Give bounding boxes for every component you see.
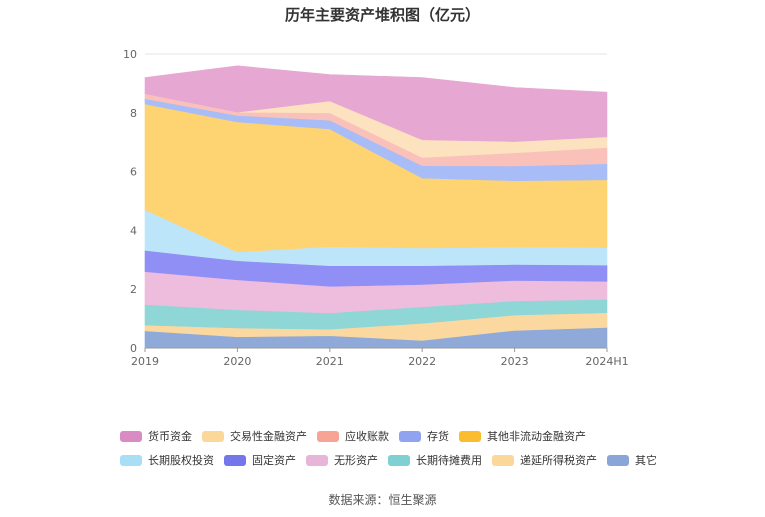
legend-swatch	[492, 454, 514, 466]
legend-swatch	[306, 454, 328, 466]
legend-item[interactable]: 应收账款	[317, 428, 389, 444]
legend-label: 存货	[427, 430, 449, 443]
legend-label: 其它	[635, 454, 657, 467]
legend-label: 交易性金融资产	[230, 430, 307, 443]
y-tick-label: 8	[130, 107, 137, 120]
legend: 货币资金 交易性金融资产 应收账款 存货 其他非流动金融资产 长期股权投资 固定资产 无形资…	[120, 424, 680, 472]
x-tick-label: 2021	[316, 355, 344, 368]
legend-label: 长期待摊费用	[416, 454, 482, 467]
legend-item[interactable]: 其它	[607, 452, 657, 468]
y-tick-label: 4	[130, 224, 137, 237]
y-tick-label: 6	[130, 166, 137, 179]
legend-label: 应收账款	[345, 430, 389, 443]
legend-item[interactable]: 无形资产	[306, 452, 378, 468]
legend-swatch	[459, 430, 481, 442]
data-source: 数据来源：恒生聚源	[328, 493, 437, 507]
legend-swatch	[202, 430, 224, 442]
axes: 0 2 4 6 8 10 2019 2020 2021 2022 2023 2024H1	[123, 48, 629, 368]
legend-item[interactable]: 递延所得税资产	[492, 452, 597, 468]
chart-title: 历年主要资产堆积图（亿元）	[284, 6, 480, 24]
x-tick-label: 2019	[131, 355, 159, 368]
legend-swatch	[120, 454, 142, 466]
legend-label: 递延所得税资产	[520, 454, 597, 467]
stacked-area-chart: 0 2 4 6 8 10 2019 2020 2021 2022 2023 2024H1	[123, 48, 629, 368]
legend-item[interactable]: 固定资产	[224, 452, 296, 468]
area-货币资金	[144, 65, 608, 142]
x-tick-label: 2022	[408, 355, 436, 368]
legend-swatch	[399, 430, 421, 442]
legend-swatch	[388, 454, 410, 466]
x-tick-label: 2024H1	[585, 355, 628, 368]
area-series	[144, 65, 608, 349]
x-tick-label: 2023	[501, 355, 529, 368]
legend-label: 其他非流动金融资产	[487, 430, 586, 443]
legend-item[interactable]: 货币资金	[120, 428, 192, 444]
legend-row-2: 长期股权投资 固定资产 无形资产 长期待摊费用 递延所得税资产 其它	[120, 448, 680, 472]
legend-label: 长期股权投资	[148, 454, 214, 467]
legend-swatch	[120, 430, 142, 442]
legend-item[interactable]: 存货	[399, 428, 449, 444]
legend-swatch	[317, 430, 339, 442]
legend-item[interactable]: 其他非流动金融资产	[459, 428, 586, 444]
legend-label: 无形资产	[334, 454, 378, 467]
legend-label: 固定资产	[252, 454, 296, 467]
x-tick-label: 2020	[223, 355, 251, 368]
legend-item[interactable]: 交易性金融资产	[202, 428, 307, 444]
y-tick-label: 10	[123, 48, 137, 61]
y-tick-label: 0	[130, 342, 137, 355]
legend-row-1: 货币资金 交易性金融资产 应收账款 存货 其他非流动金融资产	[120, 424, 680, 448]
y-tick-label: 2	[130, 283, 137, 296]
legend-swatch	[607, 454, 629, 466]
legend-item[interactable]: 长期待摊费用	[388, 452, 482, 468]
legend-label: 货币资金	[148, 430, 192, 443]
legend-item[interactable]: 长期股权投资	[120, 452, 214, 468]
legend-swatch	[224, 454, 246, 466]
